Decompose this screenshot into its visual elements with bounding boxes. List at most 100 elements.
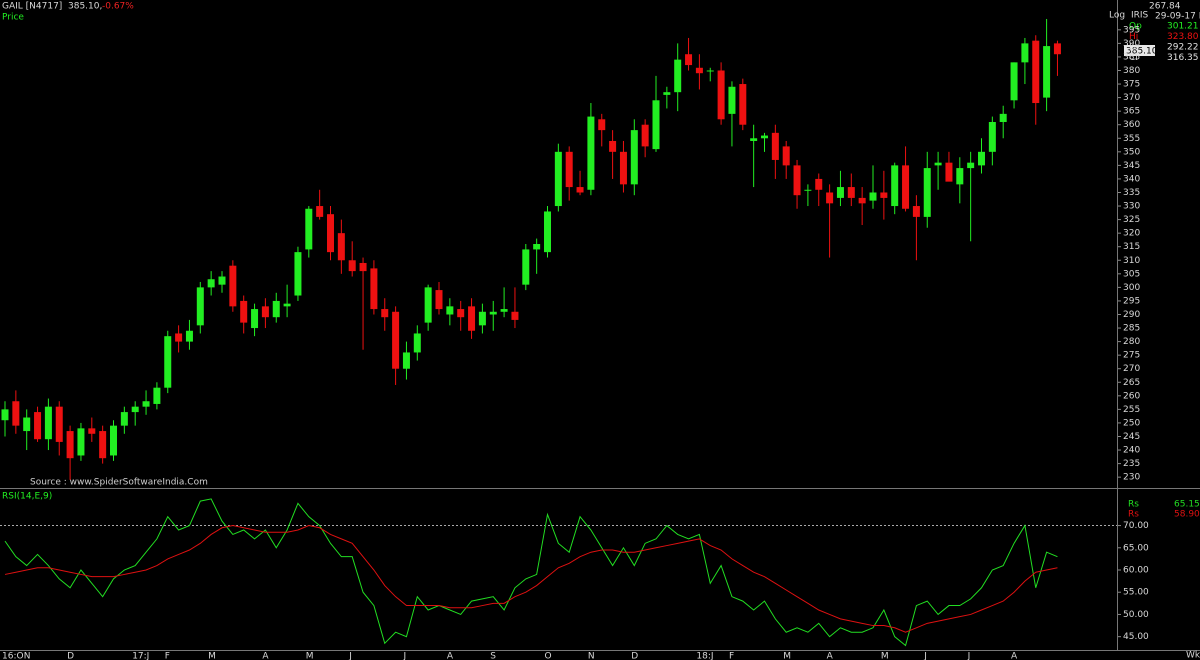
- candle-body: [858, 197, 866, 204]
- candle-body: [869, 192, 877, 201]
- x-tick-label: M: [306, 652, 314, 660]
- candle-body: [533, 244, 541, 250]
- candle-body: [413, 333, 421, 353]
- y-tick-label: 285: [1123, 324, 1140, 334]
- candle-body: [695, 67, 703, 74]
- x-tick-label: 16:O: [2, 652, 24, 660]
- candle-body: [956, 168, 964, 185]
- candle-body: [283, 303, 291, 307]
- candle-body: [619, 151, 627, 185]
- candle-body: [316, 206, 324, 217]
- candle-body: [240, 300, 248, 323]
- y-tick-label: 380: [1123, 66, 1140, 76]
- x-tick-label: J: [348, 652, 352, 660]
- x-tick-label: 17:J: [132, 652, 149, 660]
- candle-body: [826, 192, 834, 204]
- x-tick-label: A: [827, 652, 834, 660]
- candle-body: [880, 192, 888, 198]
- candle-body: [793, 165, 801, 196]
- x-tick-label: D: [67, 652, 74, 660]
- candle-body: [402, 352, 410, 369]
- y-tick-label: 310: [1123, 256, 1140, 266]
- x-tick-label: J: [923, 652, 927, 660]
- x-tick-label: N: [588, 652, 595, 660]
- y-tick-label: 65.00: [1123, 543, 1149, 553]
- legend-value: 58.90: [1174, 510, 1200, 520]
- iris-label: IRIS: [1131, 11, 1149, 21]
- candle-body: [305, 208, 313, 250]
- y-tick-label: 70.00: [1123, 521, 1149, 531]
- candle-body: [370, 268, 378, 310]
- change: -0.67%: [102, 2, 134, 12]
- info-value: 267.84: [1149, 2, 1181, 12]
- candle-body: [131, 406, 139, 413]
- candle-body: [554, 151, 562, 207]
- readout-value: 292.22: [1167, 43, 1199, 53]
- candle-body: [999, 113, 1007, 122]
- rsi-title: RSI(14,E,9): [2, 492, 52, 502]
- candle-body: [771, 132, 779, 160]
- y-tick-label: 355: [1123, 134, 1140, 144]
- candle-body: [424, 287, 432, 323]
- candle-body: [359, 262, 367, 272]
- candle-body: [99, 431, 107, 459]
- candle-body: [120, 412, 128, 426]
- candle-body: [23, 417, 31, 432]
- candle-body: [902, 165, 910, 209]
- candle-body: [945, 162, 953, 182]
- x-tick-label: M: [208, 652, 216, 660]
- candle-body: [1010, 62, 1018, 101]
- candle-body: [88, 428, 96, 434]
- candle-body: [272, 300, 280, 318]
- candle-body: [988, 122, 996, 152]
- candle-body: [891, 165, 899, 207]
- y-tick-label: 390: [1123, 39, 1140, 49]
- candle-body: [381, 309, 389, 318]
- readout-label: Cl: [1129, 53, 1138, 63]
- candle-body: [706, 70, 714, 72]
- candle-body: [630, 130, 638, 185]
- x-tick-label: M: [783, 652, 791, 660]
- x-tick-label: F: [165, 652, 170, 660]
- readout-value: 301.21: [1167, 22, 1199, 32]
- candle-body: [641, 124, 649, 147]
- candle-body: [598, 119, 606, 131]
- y-tick-label: 265: [1123, 378, 1140, 388]
- candle-body: [34, 412, 42, 440]
- candle-body: [923, 168, 931, 217]
- candle-body: [261, 306, 269, 318]
- log-toggle[interactable]: Log: [1109, 11, 1125, 21]
- y-tick-label: 335: [1123, 188, 1140, 198]
- candle-body: [565, 151, 573, 188]
- x-tick-label: J: [967, 652, 971, 660]
- rsi-line: [4, 525, 1058, 633]
- candle-body: [77, 428, 85, 456]
- y-tick-label: 395: [1123, 25, 1140, 35]
- y-tick-label: 385: [1123, 52, 1140, 62]
- x-tick-label: D: [631, 652, 638, 660]
- candle-body: [348, 260, 356, 272]
- candle-body: [522, 249, 530, 285]
- price-tag: 385.10: [1126, 47, 1158, 57]
- candle-body: [587, 116, 595, 190]
- candle-body: [750, 138, 758, 141]
- candle-body: [66, 431, 74, 459]
- candle-body: [685, 54, 693, 66]
- candle-body: [1021, 43, 1029, 63]
- candle-body: [251, 309, 259, 329]
- candle-body: [110, 425, 117, 456]
- price-tag-box: [1124, 45, 1155, 56]
- x-tick-label: S: [490, 652, 496, 660]
- candle-body: [609, 140, 617, 152]
- candle-body: [761, 135, 768, 139]
- candle-body: [511, 311, 519, 320]
- candle-body: [55, 406, 63, 442]
- y-tick-label: 370: [1123, 93, 1140, 103]
- x-tick-label: A: [447, 652, 454, 660]
- candle-body: [978, 151, 985, 166]
- y-tick-label: 260: [1123, 391, 1140, 401]
- candle-body: [478, 311, 486, 326]
- x-tick-label: M: [881, 652, 889, 660]
- y-tick-label: 280: [1123, 337, 1140, 347]
- y-tick-label: 340: [1123, 174, 1140, 184]
